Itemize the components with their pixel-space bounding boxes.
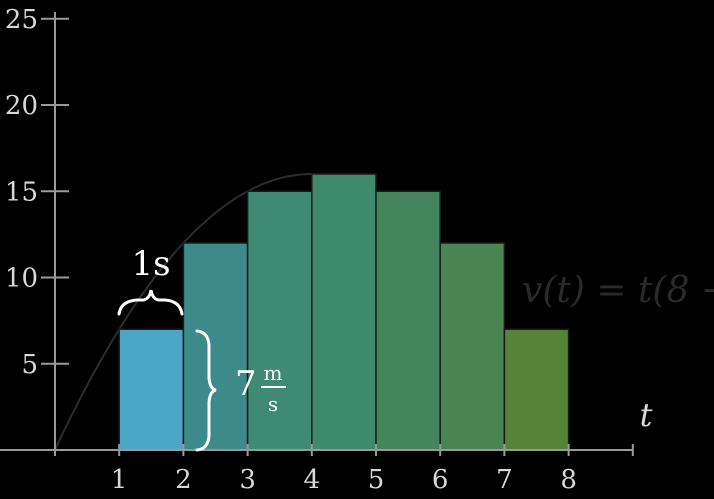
x-tick-label: 3	[239, 465, 256, 495]
x-ticks: 1 2 3 4 5 6 7 8	[54, 444, 634, 495]
height-label-unit-numerator: m	[264, 361, 283, 385]
height-label-unit-denominator: s	[268, 392, 278, 416]
width-brace-icon	[117, 289, 184, 316]
y-tick-label: 10	[5, 264, 38, 294]
y-tick-label: 20	[5, 91, 38, 121]
height-brace-icon	[195, 329, 217, 452]
bars-layer	[118, 173, 570, 451]
x-tick-label: 7	[496, 465, 513, 495]
x-tick-label: 6	[432, 465, 449, 495]
y-ticks: 5 10 15 20 25	[5, 5, 69, 380]
bar-4	[311, 173, 377, 451]
y-tick-label: 5	[21, 350, 38, 380]
bar-3	[246, 190, 313, 451]
bar-6	[439, 242, 506, 451]
x-tick-label: 5	[368, 465, 385, 495]
x-tick-label: 2	[175, 465, 192, 495]
height-label-value: 7	[235, 364, 257, 404]
y-tick-label: 25	[5, 5, 38, 35]
bar-5	[375, 190, 441, 451]
bar-1	[118, 328, 185, 451]
y-tick-label: 15	[5, 177, 38, 207]
bar-2	[182, 242, 249, 451]
x-tick-label: 1	[111, 465, 128, 495]
x-tick-label: 8	[560, 465, 577, 495]
x-axis-label: t	[640, 396, 653, 434]
curve-expression-label: v(t) = t(8 −	[522, 270, 714, 311]
x-tick-label: 4	[304, 465, 321, 495]
bar-7	[503, 328, 570, 451]
axes-layer	[0, 12, 632, 456]
width-label: 1s	[131, 244, 170, 284]
